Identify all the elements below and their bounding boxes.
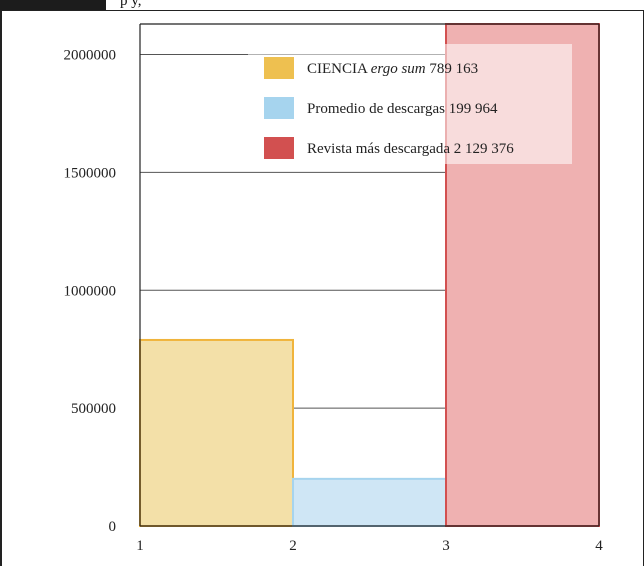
x-tick-4: 4 bbox=[595, 538, 603, 554]
y-tick-0: 0 bbox=[109, 519, 117, 535]
left-border bbox=[0, 10, 2, 566]
legend: CIENCIA ergo sum 789 163 Promedio de desc… bbox=[248, 44, 572, 164]
header-strip: p y, bbox=[0, 0, 644, 11]
legend-label-1: CIENCIA ergo sum 789 163 bbox=[307, 61, 478, 77]
tick-labels: 0 500000 1000000 1500000 2000000 1 2 3 4 bbox=[64, 48, 604, 554]
y-tick-2000000: 2000000 bbox=[64, 48, 117, 64]
x-tick-1: 1 bbox=[136, 538, 144, 554]
legend-swatch-2 bbox=[264, 97, 294, 119]
y-tick-1500000: 1500000 bbox=[64, 165, 117, 181]
legend-label-3: Revista más descargada 2 129 376 bbox=[307, 141, 514, 157]
y-tick-500000: 500000 bbox=[71, 401, 116, 417]
legend-swatch-3 bbox=[264, 137, 294, 159]
legend-panel bbox=[248, 44, 572, 164]
legend-label-2: Promedio de descargas 199 964 bbox=[307, 101, 498, 117]
header-caption: p y, bbox=[120, 0, 142, 9]
right-border bbox=[642, 10, 644, 566]
legend-swatch-1 bbox=[264, 57, 294, 79]
axes bbox=[139, 23, 600, 527]
header-tab bbox=[0, 0, 106, 10]
x-tick-2: 2 bbox=[289, 538, 297, 554]
bar-2 bbox=[292, 477, 447, 527]
y-tick-1000000: 1000000 bbox=[64, 283, 117, 299]
x-tick-3: 3 bbox=[442, 538, 450, 554]
bar-1 bbox=[139, 338, 294, 527]
